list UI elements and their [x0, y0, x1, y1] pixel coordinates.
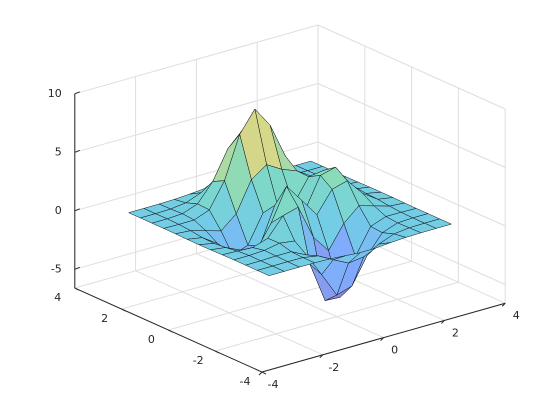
x-tick: [258, 371, 263, 376]
y-tick: [261, 371, 267, 375]
grid-line: [74, 24, 319, 95]
x-tick-label: 0: [391, 344, 398, 357]
z-tick-label: -5: [51, 262, 62, 275]
y-tick: [168, 329, 173, 333]
y-tick-label: 0: [148, 333, 155, 346]
x-tick: [319, 354, 324, 359]
x-tick: [441, 320, 445, 324]
grid-line: [317, 141, 506, 227]
surface-face: [257, 265, 285, 276]
grid-line: [215, 281, 459, 352]
x-tick-label: -4: [268, 378, 279, 391]
x-tick: [501, 302, 506, 307]
y-tick: [74, 287, 80, 291]
y-tick-label: -4: [240, 375, 251, 388]
y-tick: [214, 350, 220, 354]
x-tick-label: 4: [513, 309, 520, 322]
y-tick-label: -2: [193, 354, 204, 367]
z-tick-label: 0: [55, 204, 62, 217]
z-tick: [74, 149, 80, 153]
y-tick-label: 4: [54, 291, 61, 304]
z-tick: [74, 91, 80, 95]
grid-line: [317, 24, 506, 110]
y-tick: [121, 308, 126, 312]
grid-line: [74, 83, 319, 153]
z-tick-label: 5: [55, 145, 62, 158]
y-tick-label: 2: [101, 312, 108, 325]
grid-line: [317, 83, 506, 168]
grid-line: [168, 260, 412, 331]
z-tick: [74, 208, 80, 212]
x-tick: [380, 337, 384, 341]
x-tick-label: 2: [452, 326, 459, 339]
z-tick-label: 10: [48, 87, 62, 100]
x-tick-label: -2: [328, 361, 339, 374]
z-tick: [74, 266, 80, 270]
